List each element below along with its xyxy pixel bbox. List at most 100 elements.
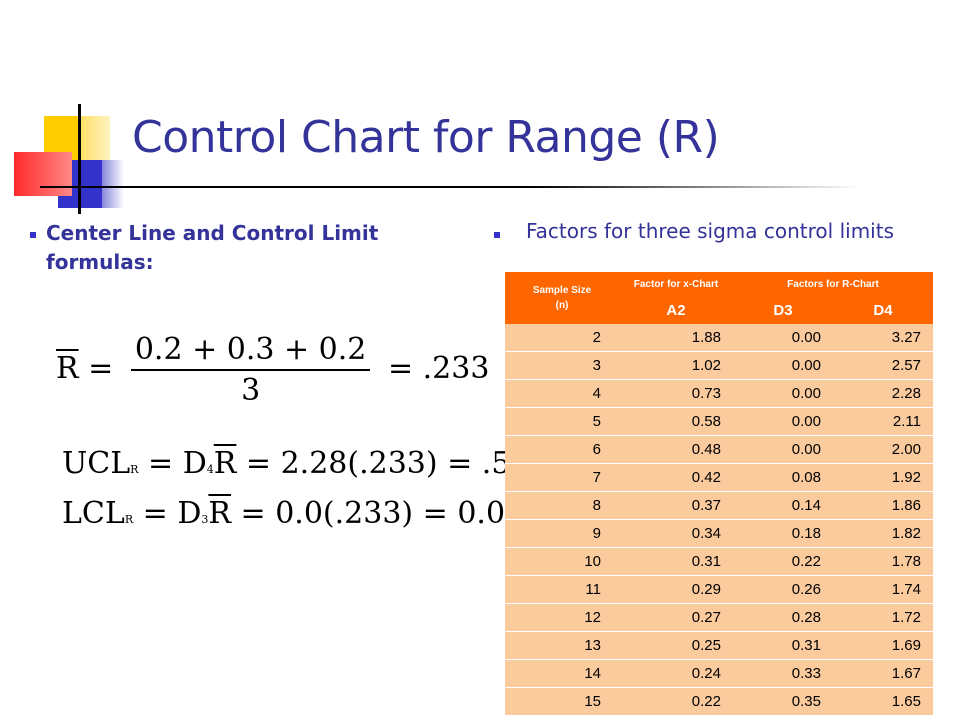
table-cell: 5 bbox=[505, 407, 619, 436]
table-cell: 2.28 bbox=[833, 379, 933, 408]
table-cell: 1.69 bbox=[833, 631, 933, 660]
table-row: 5 0.58 0.00 2.11 bbox=[505, 407, 933, 436]
table-cell: 3 bbox=[505, 351, 619, 380]
col-header-d3: D3 bbox=[733, 296, 833, 324]
sample-size-label: Sample Size bbox=[532, 285, 592, 296]
table-row: 8 0.37 0.14 1.86 bbox=[505, 491, 933, 520]
left-bullet-icon bbox=[30, 232, 36, 238]
table-cell: 0.28 bbox=[733, 603, 833, 632]
equals-sign: = bbox=[142, 496, 168, 531]
factor-table: Sample Size (n) Factor for x-Chart Facto… bbox=[505, 272, 933, 716]
table-cell: 0.58 bbox=[619, 407, 733, 436]
deco-vertical-line bbox=[78, 104, 81, 214]
table-row: 4 0.73 0.00 2.28 bbox=[505, 379, 933, 408]
lcl-label: LCL bbox=[62, 496, 125, 531]
table-cell: 4 bbox=[505, 379, 619, 408]
table-cell: 1.92 bbox=[833, 463, 933, 492]
table-cell: 1.78 bbox=[833, 547, 933, 576]
table-cell: 1.67 bbox=[833, 659, 933, 688]
factor-table-body: 2 1.88 0.00 3.27 3 1.02 0.00 2.57 4 0.73 0.00 2.28 5… bbox=[505, 324, 933, 716]
page-title: Control Chart for Range (R) bbox=[132, 112, 720, 163]
sample-size-sub: (n) bbox=[555, 300, 569, 311]
ucl-d-subscript: 4 bbox=[206, 463, 214, 476]
ucl-rbar-symbol: R bbox=[213, 446, 237, 481]
rbar-fraction: 0.2 + 0.3 + 0.2 3 bbox=[130, 332, 371, 408]
table-cell: 0.22 bbox=[619, 687, 733, 716]
ucl-subscript: R bbox=[130, 463, 139, 476]
table-cell: 1.72 bbox=[833, 603, 933, 632]
table-cell: 0.14 bbox=[733, 491, 833, 520]
table-cell: 1.02 bbox=[619, 351, 733, 380]
table-cell: 0.35 bbox=[733, 687, 833, 716]
table-row: 6 0.48 0.00 2.00 bbox=[505, 435, 933, 464]
table-cell: 0.00 bbox=[733, 407, 833, 436]
rbar-result: = .233 bbox=[387, 351, 490, 386]
table-cell: 0.08 bbox=[733, 463, 833, 492]
table-cell: 2.57 bbox=[833, 351, 933, 380]
table-cell: 1.88 bbox=[619, 324, 733, 352]
table-row: 3 1.02 0.00 2.57 bbox=[505, 351, 933, 380]
table-row: 12 0.27 0.28 1.72 bbox=[505, 603, 933, 632]
table-cell: 1.82 bbox=[833, 519, 933, 548]
table-cell: 0.18 bbox=[733, 519, 833, 548]
table-cell: 2.00 bbox=[833, 435, 933, 464]
table-cell: 1.86 bbox=[833, 491, 933, 520]
table-cell: 0.26 bbox=[733, 575, 833, 604]
table-cell: 8 bbox=[505, 491, 619, 520]
table-row: 2 1.88 0.00 3.27 bbox=[505, 324, 933, 352]
sample-size-header: Sample Size (n) bbox=[505, 272, 619, 324]
table-cell: 0.34 bbox=[619, 519, 733, 548]
table-cell: 2.11 bbox=[833, 407, 933, 436]
table-row: 9 0.34 0.18 1.82 bbox=[505, 519, 933, 548]
table-cell: 0.00 bbox=[733, 351, 833, 380]
table-row: 11 0.29 0.26 1.74 bbox=[505, 575, 933, 604]
deco-blue-block-fade bbox=[102, 160, 124, 208]
lcl-d-subscript: 3 bbox=[201, 513, 209, 526]
table-cell: 0.31 bbox=[733, 631, 833, 660]
table-cell: 0.00 bbox=[733, 324, 833, 352]
table-cell: 6 bbox=[505, 435, 619, 464]
lcl-result: = 0.0(.233) = 0.0 bbox=[240, 496, 506, 531]
deco-red-block bbox=[14, 152, 72, 196]
ucl-d-symbol: D bbox=[182, 446, 207, 481]
table-cell: 2 bbox=[505, 324, 619, 352]
lcl-subscript: R bbox=[124, 513, 134, 526]
deco-yellow-block-light bbox=[80, 116, 110, 160]
left-bullet-text: Center Line and Control Limit formulas: bbox=[46, 221, 379, 274]
table-cell: 0.37 bbox=[619, 491, 733, 520]
table-row: 10 0.31 0.22 1.78 bbox=[505, 547, 933, 576]
table-row: 7 0.42 0.08 1.92 bbox=[505, 463, 933, 492]
right-bullet-text: Factors for three sigma control limits bbox=[526, 219, 894, 243]
table-row: 15 0.22 0.35 1.65 bbox=[505, 687, 933, 716]
table-cell: 1.65 bbox=[833, 687, 933, 716]
table-cell: 11 bbox=[505, 575, 619, 604]
equals-sign: = bbox=[148, 446, 174, 481]
lcl-rbar-symbol: R bbox=[208, 496, 231, 531]
table-cell: 0.00 bbox=[733, 379, 833, 408]
table-cell: 0.48 bbox=[619, 435, 733, 464]
xchart-header: Factor for x-Chart bbox=[619, 272, 733, 296]
factor-table-container: Sample Size (n) Factor for x-Chart Facto… bbox=[505, 272, 933, 716]
table-cell: 3.27 bbox=[833, 324, 933, 352]
table-cell: 14 bbox=[505, 659, 619, 688]
ucl-label: UCL bbox=[62, 446, 131, 481]
ucl-formula: UCLR = D4R = 2.28(.233) = .53 bbox=[62, 446, 530, 481]
col-header-d4: D4 bbox=[833, 296, 933, 324]
equals-sign: = bbox=[88, 351, 114, 386]
rbar-numerator: 0.2 + 0.3 + 0.2 bbox=[130, 332, 371, 371]
deco-horizontal-line bbox=[40, 186, 860, 188]
table-row: 13 0.25 0.31 1.69 bbox=[505, 631, 933, 660]
col-header-a2: A2 bbox=[619, 296, 733, 324]
table-cell: 0.00 bbox=[733, 435, 833, 464]
table-cell: 0.24 bbox=[619, 659, 733, 688]
table-cell: 9 bbox=[505, 519, 619, 548]
table-cell: 1.74 bbox=[833, 575, 933, 604]
table-cell: 0.27 bbox=[619, 603, 733, 632]
table-cell: 0.73 bbox=[619, 379, 733, 408]
table-cell: 0.42 bbox=[619, 463, 733, 492]
rbar-formula: R = 0.2 + 0.3 + 0.2 3 = .233 bbox=[56, 332, 489, 408]
right-bullet-icon bbox=[494, 232, 500, 238]
table-cell: 0.33 bbox=[733, 659, 833, 688]
rbar-denominator: 3 bbox=[241, 373, 261, 408]
table-cell: 15 bbox=[505, 687, 619, 716]
